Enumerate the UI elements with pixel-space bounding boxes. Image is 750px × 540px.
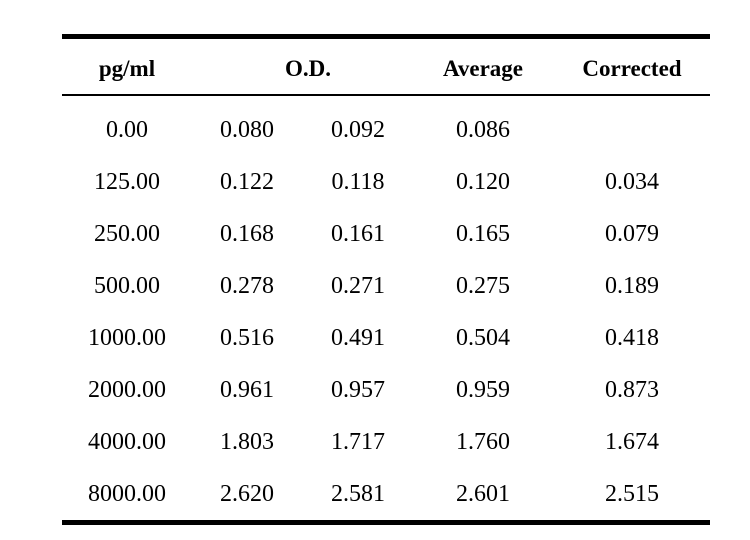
cell-od-2: 1.717 [331,428,385,455]
cell-concentration: 125.00 [94,168,160,195]
table-row: 125.00 0.122 0.118 0.120 0.034 [62,156,710,208]
cell-od-1: 0.961 [220,376,274,403]
cell-concentration: 500.00 [94,272,160,299]
table-row: 1000.00 0.516 0.491 0.504 0.418 [62,312,710,364]
cell-od-2: 0.118 [331,168,385,195]
cell-concentration: 8000.00 [88,480,166,507]
cell-corrected: 1.674 [605,428,659,455]
cell-corrected: 0.079 [605,220,659,247]
cell-od-2: 0.271 [331,272,385,299]
cell-average: 0.959 [456,376,510,403]
cell-od-1: 0.122 [220,168,274,195]
cell-concentration: 0.00 [106,116,148,143]
cell-corrected [582,104,682,156]
cell-concentration: 2000.00 [88,376,166,403]
cell-average: 0.086 [456,116,510,143]
cell-concentration: 4000.00 [88,428,166,455]
cell-od-2: 0.092 [331,116,385,143]
table-row: 500.00 0.278 0.271 0.275 0.189 [62,260,710,312]
cell-average: 0.165 [456,220,510,247]
cell-od-1: 1.803 [220,428,274,455]
cell-od-1: 2.620 [220,480,274,507]
table-row: 8000.00 2.620 2.581 2.601 2.515 [62,468,710,520]
cell-average: 0.504 [456,324,510,351]
cell-corrected: 0.034 [605,168,659,195]
table-row: 2000.00 0.961 0.957 0.959 0.873 [62,364,710,416]
cell-od-2: 0.491 [331,324,385,351]
cell-corrected: 0.189 [605,272,659,299]
header-concentration: pg/ml [98,55,156,81]
table-top-rule [62,34,710,39]
table-row: 250.00 0.168 0.161 0.165 0.079 [62,208,710,260]
cell-od-2: 2.581 [331,480,385,507]
table-header-row: pg/ml O.D. Average Corrected [62,39,710,94]
table-bottom-rule [62,520,710,525]
cell-od-2: 0.161 [331,220,385,247]
header-average: Average [442,55,524,81]
header-corrected: Corrected [582,55,682,81]
cell-od-1: 0.080 [220,116,274,143]
cell-corrected: 2.515 [605,480,659,507]
cell-concentration: 250.00 [94,220,160,247]
cell-corrected: 0.873 [605,376,659,403]
cell-average: 1.760 [456,428,510,455]
table-header-rule [62,94,710,96]
cell-average: 0.275 [456,272,510,299]
cell-od-1: 0.168 [220,220,274,247]
cell-concentration: 1000.00 [88,324,166,351]
cell-od-1: 0.516 [220,324,274,351]
cell-od-2: 0.957 [331,376,385,403]
cell-average: 2.601 [456,480,510,507]
data-table: pg/ml O.D. Average Corrected 0.00 0.080 … [62,34,710,525]
cell-corrected: 0.418 [605,324,659,351]
cell-average: 0.120 [456,168,510,195]
cell-od-1: 0.278 [220,272,274,299]
table-row: 0.00 0.080 0.092 0.086 [62,104,710,156]
table-row: 4000.00 1.803 1.717 1.760 1.674 [62,416,710,468]
header-od: O.D. [285,55,331,81]
